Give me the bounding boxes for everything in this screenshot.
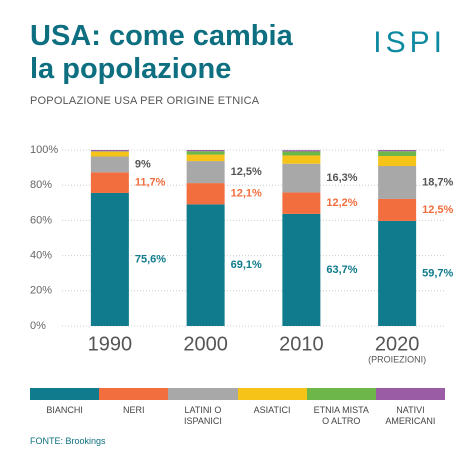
value-label: 18,7% [422,176,453,188]
value-label: 12,5% [422,204,453,216]
bar-segment [282,163,321,193]
value-label: 12,5% [231,166,262,178]
value-label: 12,1% [231,188,262,200]
chart-subtitle: POPOLAZIONE USA PER ORIGINE ETNICA [30,95,260,107]
value-label: 59,7% [422,267,453,279]
legend-label: ETNIA MISTA O ALTRO [313,405,369,426]
y-tick-label: 0% [30,320,46,332]
bar-segment [186,204,225,326]
legend-label: NATIVI AMERICANI [385,405,436,426]
bar-segment [378,220,417,326]
x-tick-label: 2000 [183,333,228,355]
legend-item: ASIATICI [237,388,307,427]
bar-segment [282,155,321,164]
y-tick-label: 60% [30,214,52,226]
legend-swatch [99,388,169,400]
legend-label: NERI [122,405,145,415]
x-tick-label: 1990 [88,333,133,355]
bar-segment [186,154,225,162]
value-label: 9% [135,158,151,170]
chart-title: USA: come cambia la popolazione [30,20,293,85]
legend-item: LATINI O ISPANICI [168,388,238,427]
y-tick-label: 80% [30,179,52,191]
bar-segment [378,150,417,152]
bar-segment [90,156,129,173]
legend-item: ETNIA MISTA O ALTRO [306,388,376,427]
legend-swatch [237,388,307,400]
legend-item: NERI [99,388,169,427]
bar-segment [378,155,417,167]
source: FONTE: Brookings [30,436,106,446]
legend-swatch [30,388,100,400]
legend-label: ASIATICI [253,405,291,415]
bar-segment [282,150,321,152]
y-tick-label: 100% [30,144,58,156]
bar-segment [90,150,129,152]
bar-segment [378,166,417,199]
x-annotation: (PROIEZIONI) [368,354,426,364]
bar-segment [378,151,417,156]
y-tick-label: 20% [30,285,52,297]
bar-segment [378,198,417,221]
value-label: 12,2% [326,197,357,209]
bar-segment [282,192,321,214]
bar-segment [90,192,129,326]
legend: BIANCHI NERI LATINI O ISPANICI ASIATICI ETNI… [30,388,446,427]
x-tick-label: 2010 [279,333,324,355]
value-label: 16,3% [326,172,357,184]
legend-item: NATIVI AMERICANI [375,388,446,427]
x-tick-label: 2020 [375,333,420,355]
bar-segment [282,151,321,156]
legend-swatch [306,388,376,400]
legend-label: LATINI O ISPANICI [184,405,222,426]
bar-segment [282,213,321,326]
bar-segment [186,161,225,184]
bar-segment [90,172,129,193]
value-label: 11,7% [135,177,166,189]
y-tick-label: 40% [30,250,52,262]
legend-swatch [168,388,238,400]
legend-swatch [375,388,446,400]
logo: ISPI [373,26,446,59]
value-label: 69,1% [231,259,262,271]
bar-segment [90,151,129,157]
legend-item: BIANCHI [30,388,100,427]
value-label: 63,7% [326,264,357,276]
bar-segment [186,150,225,152]
bar-segment [186,151,225,155]
legend-label: BIANCHI [46,405,83,415]
value-label: 75,6% [135,253,166,265]
bar-segment [186,183,225,205]
